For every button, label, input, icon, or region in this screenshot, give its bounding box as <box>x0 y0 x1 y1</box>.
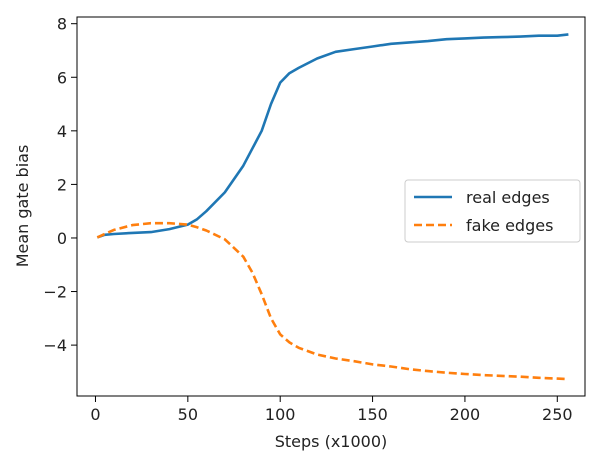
y-tick-label: 4 <box>57 122 67 141</box>
x-tick-label: 0 <box>90 405 100 424</box>
series-line-real-edges <box>96 33 569 239</box>
series-layer <box>96 33 569 381</box>
plot-frame <box>76 16 586 397</box>
y-tick-label: −4 <box>43 336 67 355</box>
y-tick-label: 8 <box>57 15 67 34</box>
y-axis-ticks: −4 −2 0 2 4 6 8 <box>43 15 77 355</box>
legend-label-real-edges: real edges <box>466 188 550 207</box>
x-axis-ticks: 0 50 100 150 200 250 <box>90 396 573 424</box>
legend-box <box>404 179 581 243</box>
y-tick-label: −2 <box>43 283 67 302</box>
legend-label-fake-edges: fake edges <box>466 216 553 235</box>
series-line-fake-edges <box>96 221 569 381</box>
x-tick-label: 50 <box>178 405 198 424</box>
x-tick-label: 250 <box>542 405 573 424</box>
y-tick-label: 6 <box>57 68 67 87</box>
legend: real edges fake edges <box>404 179 581 243</box>
y-tick-label: 0 <box>57 229 67 248</box>
x-tick-label: 100 <box>265 405 296 424</box>
y-axis-label: Mean gate bias <box>13 145 32 268</box>
x-tick-label: 200 <box>450 405 481 424</box>
x-axis-label: Steps (x1000) <box>275 432 388 451</box>
x-tick-label: 150 <box>357 405 388 424</box>
y-tick-label: 2 <box>57 175 67 194</box>
